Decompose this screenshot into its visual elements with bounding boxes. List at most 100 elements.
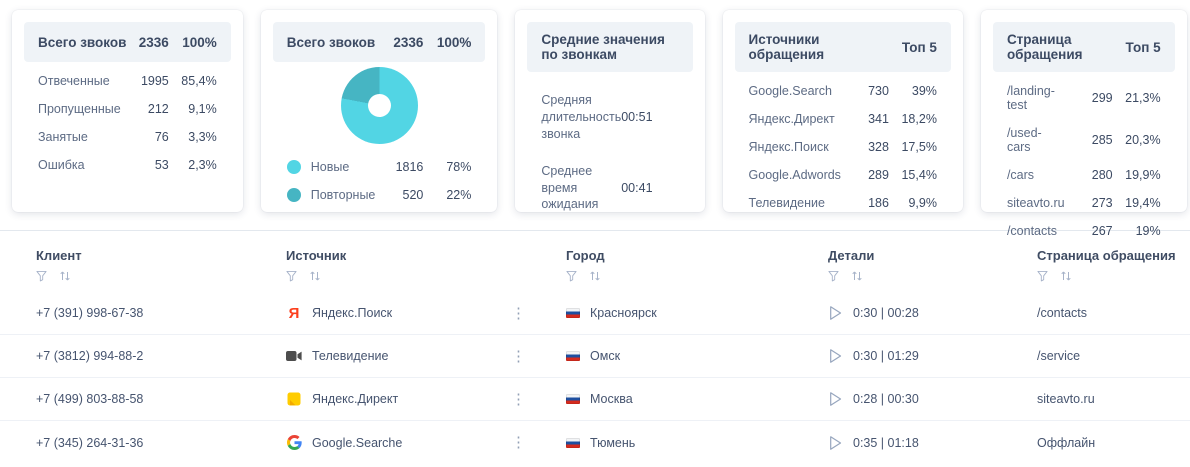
sort-icon[interactable] [309,270,321,282]
stat-label: /contacts [1006,224,1057,238]
stat-value: 1995 [140,74,169,88]
stat-label: Телевидение [748,196,825,210]
sort-icon[interactable] [59,270,71,282]
column-label: Клиент [36,248,82,263]
stat-label: Яндекс.Директ [748,112,835,126]
stat-label: /cars [1006,168,1035,182]
filter-icon[interactable] [36,270,47,282]
stat-percent: 15,4% [901,168,937,182]
client-cell: +7 (3812) 994-88-2 [36,349,286,363]
stat-list: Google.Search 730 39% Яндекс.Директ 341 … [735,72,951,217]
details-cell: 0:28 | 00:30 [828,391,1037,407]
time-list: Средняя длительность звонка 00:51 Средне… [527,72,692,223]
stat-percent: 19,4% [1125,196,1161,210]
play-icon[interactable] [828,305,843,321]
stat-percent: 39% [911,84,937,98]
time-row: Среднее время ожидания 00:41 [541,153,678,224]
stat-percent: 19% [1135,224,1161,238]
play-icon[interactable] [828,391,843,407]
stat-percent: 9,1% [188,102,217,116]
stat-row: /cars 280 19,9% [1007,161,1161,189]
stat-percent: 3,3% [188,130,217,144]
city-cell: Омск [566,349,828,363]
stat-value: 212 [147,102,169,116]
kebab-menu-icon[interactable]: ⋮ [511,390,526,408]
top5-badge: Топ 5 [901,39,937,55]
source-cell: Телевидение ⋮ [286,349,566,364]
source-label: Яндекс.Директ [312,392,399,406]
legend-row: Повторные 520 22% [286,181,472,209]
card-title: Источники обращения [748,32,825,62]
call-times: 0:28 | 00:30 [853,392,919,406]
kebab-menu-icon[interactable]: ⋮ [511,304,526,322]
call-times: 0:30 | 00:28 [853,306,919,320]
kebab-menu-icon[interactable]: ⋮ [511,347,526,365]
stat-percent: 85,4% [181,74,217,88]
tv-icon [286,350,302,362]
client-phone: +7 (345) 264-31-36 [36,435,144,450]
card-total-value: 2336 [393,34,424,50]
stat-percent: 17,5% [901,140,937,154]
client-cell: +7 (499) 803-88-58 [36,392,286,406]
client-phone: +7 (499) 803-88-58 [36,392,144,406]
card-title: Всего звоков [38,34,127,50]
city-label: Красноярск [590,306,657,320]
yandex-direct-icon [286,392,302,406]
card-total-percent: 100% [182,34,217,50]
stat-value: 186 [868,196,889,210]
time-label: Среднее время ожидания [541,163,599,212]
stat-row: Яндекс.Поиск 328 17,5% [749,133,937,161]
filter-icon[interactable] [286,270,297,282]
stat-label: Google.Adwords [748,168,841,182]
filter-icon[interactable] [828,270,839,282]
legend-percent: 78% [446,160,472,174]
card-total-percent: 100% [436,34,472,50]
stat-value: 328 [868,140,889,154]
call-times: 0:30 | 01:29 [853,349,919,363]
sort-icon[interactable] [1060,270,1072,282]
stat-value: 730 [868,84,889,98]
page-cell: Оффлайн [1037,436,1190,450]
time-value: 00:51 [621,110,653,125]
column-label: Страница обращения [1037,248,1176,263]
city-cell: Тюмень [566,436,828,450]
legend-label: Новые [310,160,350,174]
stat-row: Занятые 76 3,3% [38,123,217,151]
card-header: Средние значения по звонкам [527,22,693,72]
stat-value: 76 [154,130,169,144]
play-icon[interactable] [828,348,843,364]
stat-label: Занятые [38,130,88,144]
filter-icon[interactable] [1037,270,1048,282]
stat-value: 289 [868,168,889,182]
card-title: Всего звоков [286,34,376,50]
details-cell: 0:30 | 00:28 [828,305,1037,321]
client-cell: +7 (345) 264-31-36 [36,436,286,450]
page-label: Оффлайн [1037,435,1096,450]
source-label: Google.Searche [312,435,403,450]
stat-value: 285 [1091,133,1113,147]
stat-percent: 18,2% [901,112,937,126]
card-header: Всего звоков 2336 100% [272,22,486,62]
google-icon [286,435,302,450]
legend-percent: 22% [446,188,472,202]
sort-icon[interactable] [851,270,863,282]
legend-dot-icon [286,188,301,202]
kebab-menu-icon[interactable]: ⋮ [511,434,526,451]
column-client: Клиент [36,248,286,282]
page-label: /service [1037,349,1081,363]
calls-table: Клиент Источник Город Детали [0,230,1190,464]
page-label: siteavto.ru [1037,392,1095,406]
column-label: Город [566,248,605,263]
stat-value: 280 [1091,168,1113,182]
source-cell: Я Яндекс.Поиск ⋮ [286,306,566,321]
client-phone: +7 (3812) 994-88-2 [36,349,144,363]
column-city: Город [566,248,828,282]
filter-icon[interactable] [566,270,577,282]
stat-percent: 20,3% [1125,133,1161,147]
play-icon[interactable] [828,435,843,451]
sort-icon[interactable] [589,270,601,282]
table-row: +7 (345) 264-31-36 Google.Searche ⋮ Тюме… [0,421,1190,464]
stat-row: Google.Search 730 39% [749,77,937,105]
column-page: Страница обращения [1037,248,1190,282]
table-row: +7 (499) 803-88-58 Яндекс.Директ ⋮ Москв… [0,378,1190,421]
